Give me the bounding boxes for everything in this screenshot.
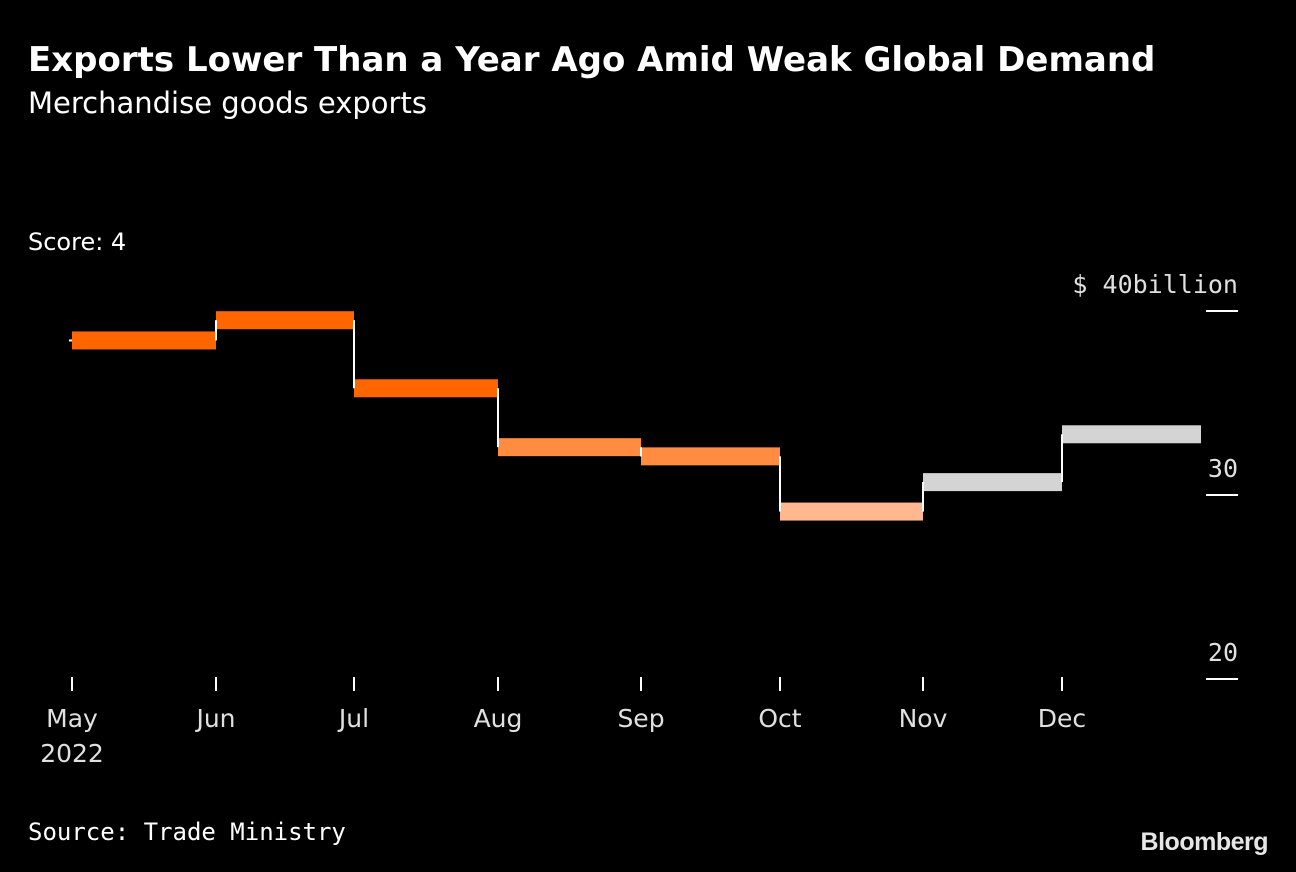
bloomberg-logo: Bloomberg xyxy=(1140,828,1269,856)
bar-aug xyxy=(498,438,641,457)
x-tick-label: Oct xyxy=(758,704,801,733)
bar-jun xyxy=(216,311,354,330)
chart-subtitle: Merchandise goods exports xyxy=(28,86,427,120)
bar-sep xyxy=(641,447,780,466)
x-tick-label: Jul xyxy=(337,704,369,733)
bar-dec xyxy=(1062,425,1201,444)
x-year-label: 2022 xyxy=(40,739,104,768)
bar-jul xyxy=(354,379,498,398)
x-tick-label: May xyxy=(46,704,98,733)
x-axis: May Jun Jul Aug Sep Oct Nov Dec 2022 xyxy=(40,677,1086,768)
x-tick-label: Sep xyxy=(617,704,664,733)
score-label: Score: 4 xyxy=(28,228,127,256)
y-tick-label: 20 xyxy=(1208,638,1238,667)
y-tick-label: 30 xyxy=(1208,454,1238,483)
chart-title: Exports Lower Than a Year Ago Amid Weak … xyxy=(28,40,1156,80)
y-axis: $ 40billion 30 20 xyxy=(1072,270,1238,680)
bar-may xyxy=(72,331,216,350)
step-bars xyxy=(72,311,1201,521)
step-line xyxy=(69,320,1063,512)
y-tick-label: $ 40billion xyxy=(1072,270,1238,299)
x-tick-label: Nov xyxy=(899,704,948,733)
x-tick-label: Dec xyxy=(1038,704,1086,733)
x-tick-label: Aug xyxy=(474,704,523,733)
bar-nov xyxy=(923,473,1062,492)
bar-oct xyxy=(780,502,923,521)
x-tick-label: Jun xyxy=(194,704,235,733)
source-note: Source: Trade Ministry xyxy=(28,818,346,846)
